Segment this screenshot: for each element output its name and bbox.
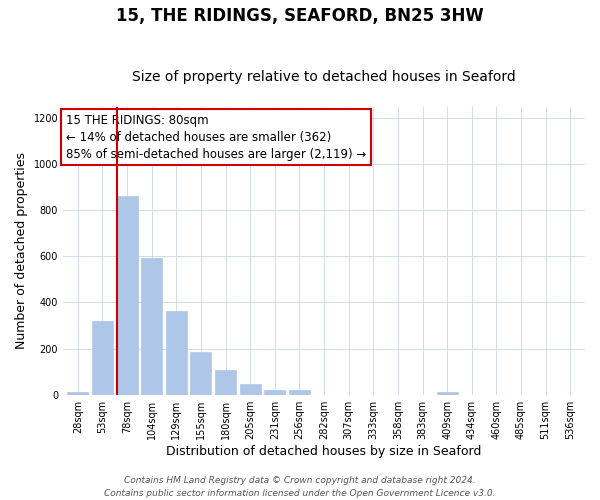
Bar	[265, 390, 285, 394]
X-axis label: Distribution of detached houses by size in Seaford: Distribution of detached houses by size …	[166, 444, 482, 458]
Bar	[215, 370, 236, 394]
Bar	[166, 310, 187, 394]
Bar	[239, 384, 260, 394]
Text: Contains HM Land Registry data © Crown copyright and database right 2024.
Contai: Contains HM Land Registry data © Crown c…	[104, 476, 496, 498]
Text: 15, THE RIDINGS, SEAFORD, BN25 3HW: 15, THE RIDINGS, SEAFORD, BN25 3HW	[116, 8, 484, 26]
Text: 15 THE RIDINGS: 80sqm
← 14% of detached houses are smaller (362)
85% of semi-det: 15 THE RIDINGS: 80sqm ← 14% of detached …	[65, 114, 366, 160]
Bar	[92, 321, 113, 394]
Title: Size of property relative to detached houses in Seaford: Size of property relative to detached ho…	[132, 70, 516, 85]
Bar	[190, 352, 211, 395]
Bar	[67, 392, 88, 394]
Bar	[141, 258, 162, 394]
Bar	[289, 390, 310, 394]
Bar	[437, 392, 458, 394]
Y-axis label: Number of detached properties: Number of detached properties	[15, 152, 28, 349]
Bar	[116, 196, 137, 394]
